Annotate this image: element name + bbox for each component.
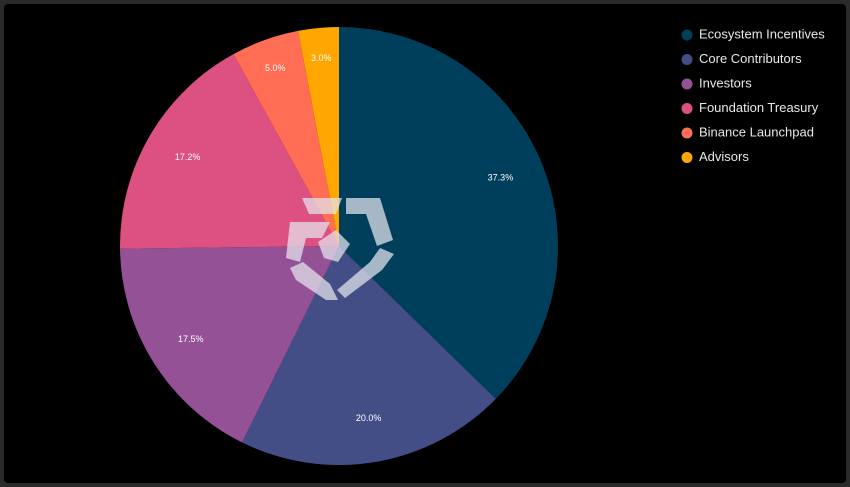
- legend-swatch: [681, 29, 693, 41]
- pie-slice: [119, 54, 339, 249]
- legend-label: Core Contributors: [699, 51, 802, 66]
- legend-swatch: [681, 54, 693, 65]
- legend-swatch: [681, 152, 693, 163]
- slice-labels: 37.3% 20.0% 17.5% 17.2% 5.0% 3.0%: [175, 53, 513, 423]
- pie-slice: [242, 246, 496, 465]
- pie-slice: [339, 27, 558, 399]
- legend-label: Foundation Treasury: [699, 100, 819, 115]
- logo: [286, 198, 394, 300]
- pie-slice: [120, 246, 339, 443]
- pie: [119, 27, 558, 465]
- legend-label: Binance Launchpad: [699, 124, 814, 139]
- slice-label: 17.5%: [178, 334, 204, 344]
- slice-label: 5.0%: [265, 63, 286, 73]
- legend-swatch: [681, 127, 693, 139]
- legend-label: Investors: [699, 75, 752, 90]
- slice-label: 20.0%: [356, 413, 382, 423]
- legend-swatch: [681, 103, 693, 114]
- slice-label: 37.3%: [488, 172, 514, 182]
- legend-label: Advisors: [699, 149, 749, 164]
- legend-label: Ecosystem Incentives: [699, 26, 825, 41]
- slice-label: 3.0%: [311, 53, 332, 63]
- legend: Ecosystem Incentives Core Contributors Inv…: [681, 26, 825, 164]
- slice-label: 17.2%: [175, 152, 201, 162]
- pie-slice: [233, 30, 339, 247]
- legend-swatch: [681, 78, 693, 90]
- pie-slice: [297, 27, 339, 246]
